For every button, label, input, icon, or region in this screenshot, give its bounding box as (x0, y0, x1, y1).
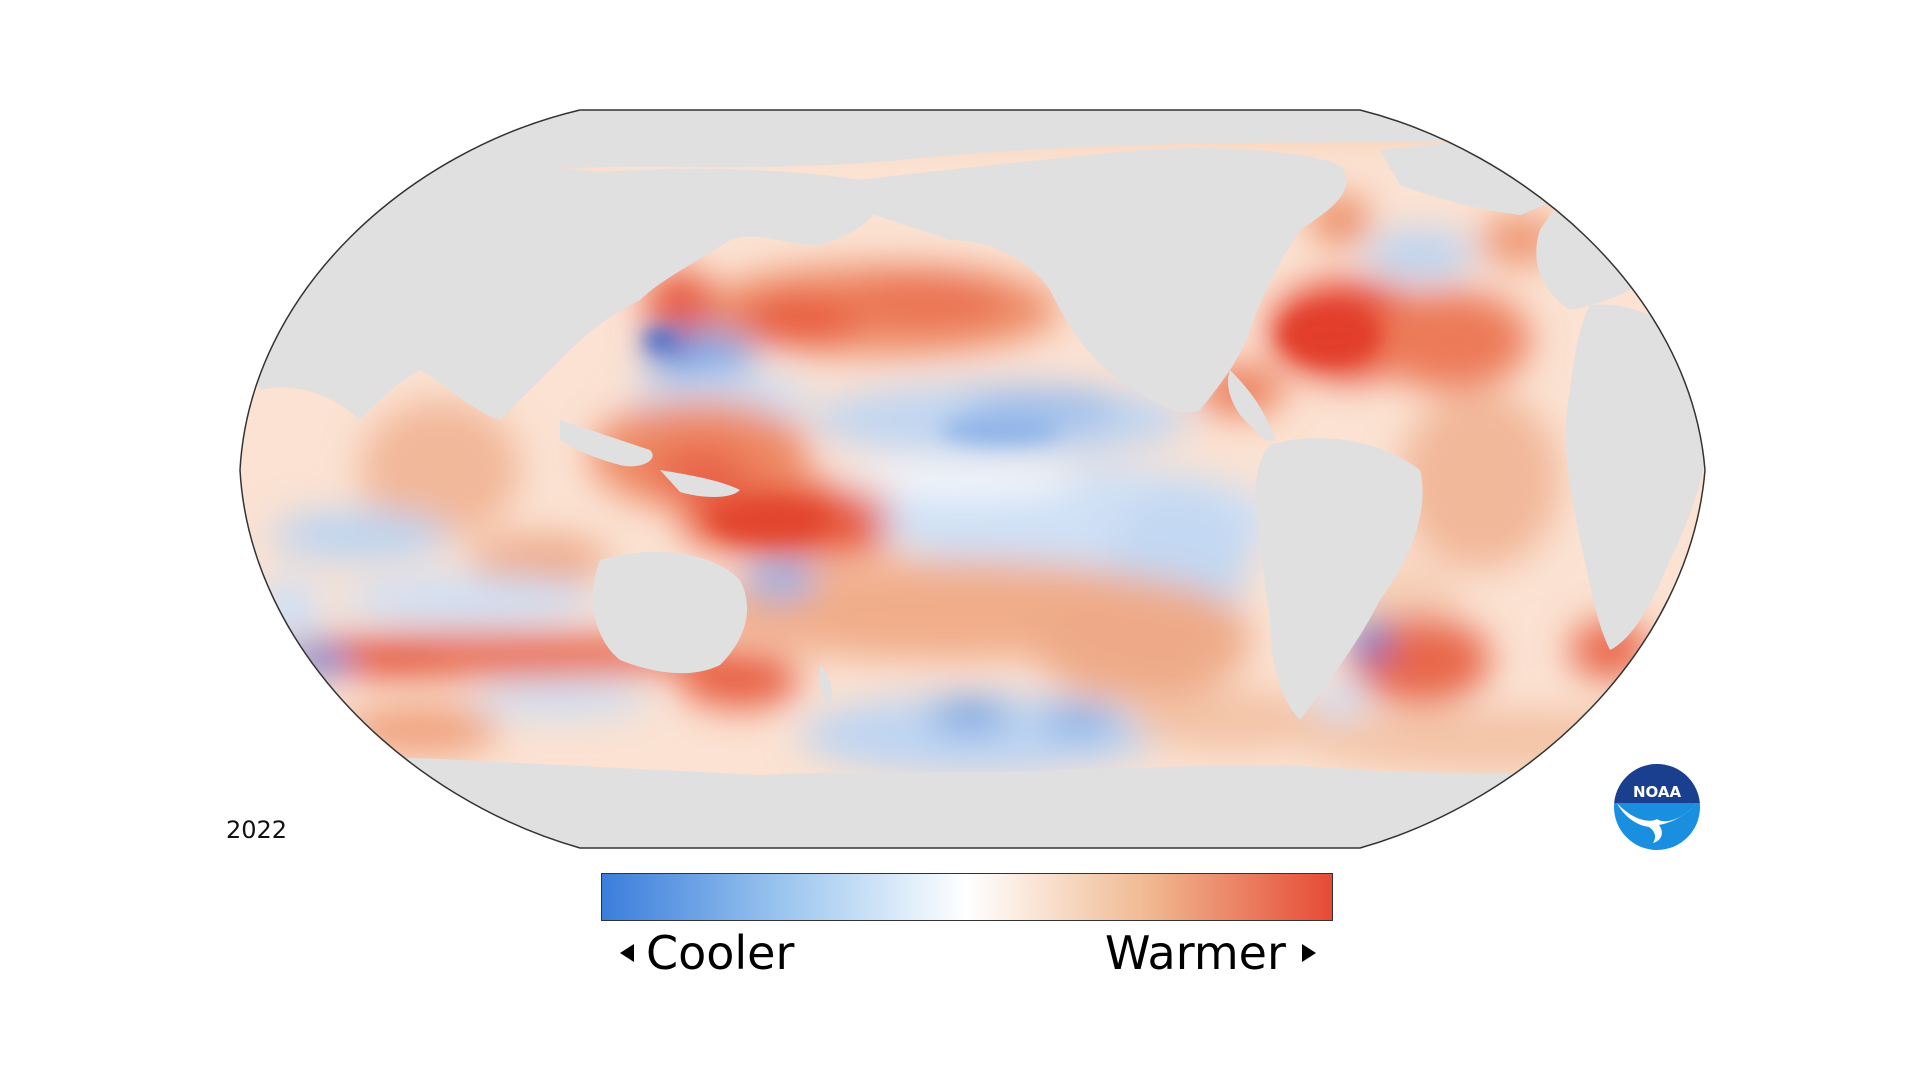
svg-text:NOAA: NOAA (1633, 783, 1682, 801)
arrow-right-icon (1301, 944, 1316, 962)
legend-cooler-label: Cooler (646, 926, 795, 980)
legend-colorbar (601, 873, 1333, 921)
legend-warmer: Warmer (1105, 925, 1316, 981)
globe-outline (239, 109, 1706, 849)
anomaly-highlights (644, 307, 1380, 540)
noaa-logo-icon: NOAA (1614, 764, 1700, 850)
year-label: 2022 (226, 816, 288, 844)
landmasses (240, 110, 1705, 848)
arrow-left-icon (620, 944, 634, 962)
globe (240, 110, 1705, 848)
legend-warmer-label: Warmer (1105, 926, 1286, 980)
legend-cooler: Cooler (620, 925, 794, 981)
